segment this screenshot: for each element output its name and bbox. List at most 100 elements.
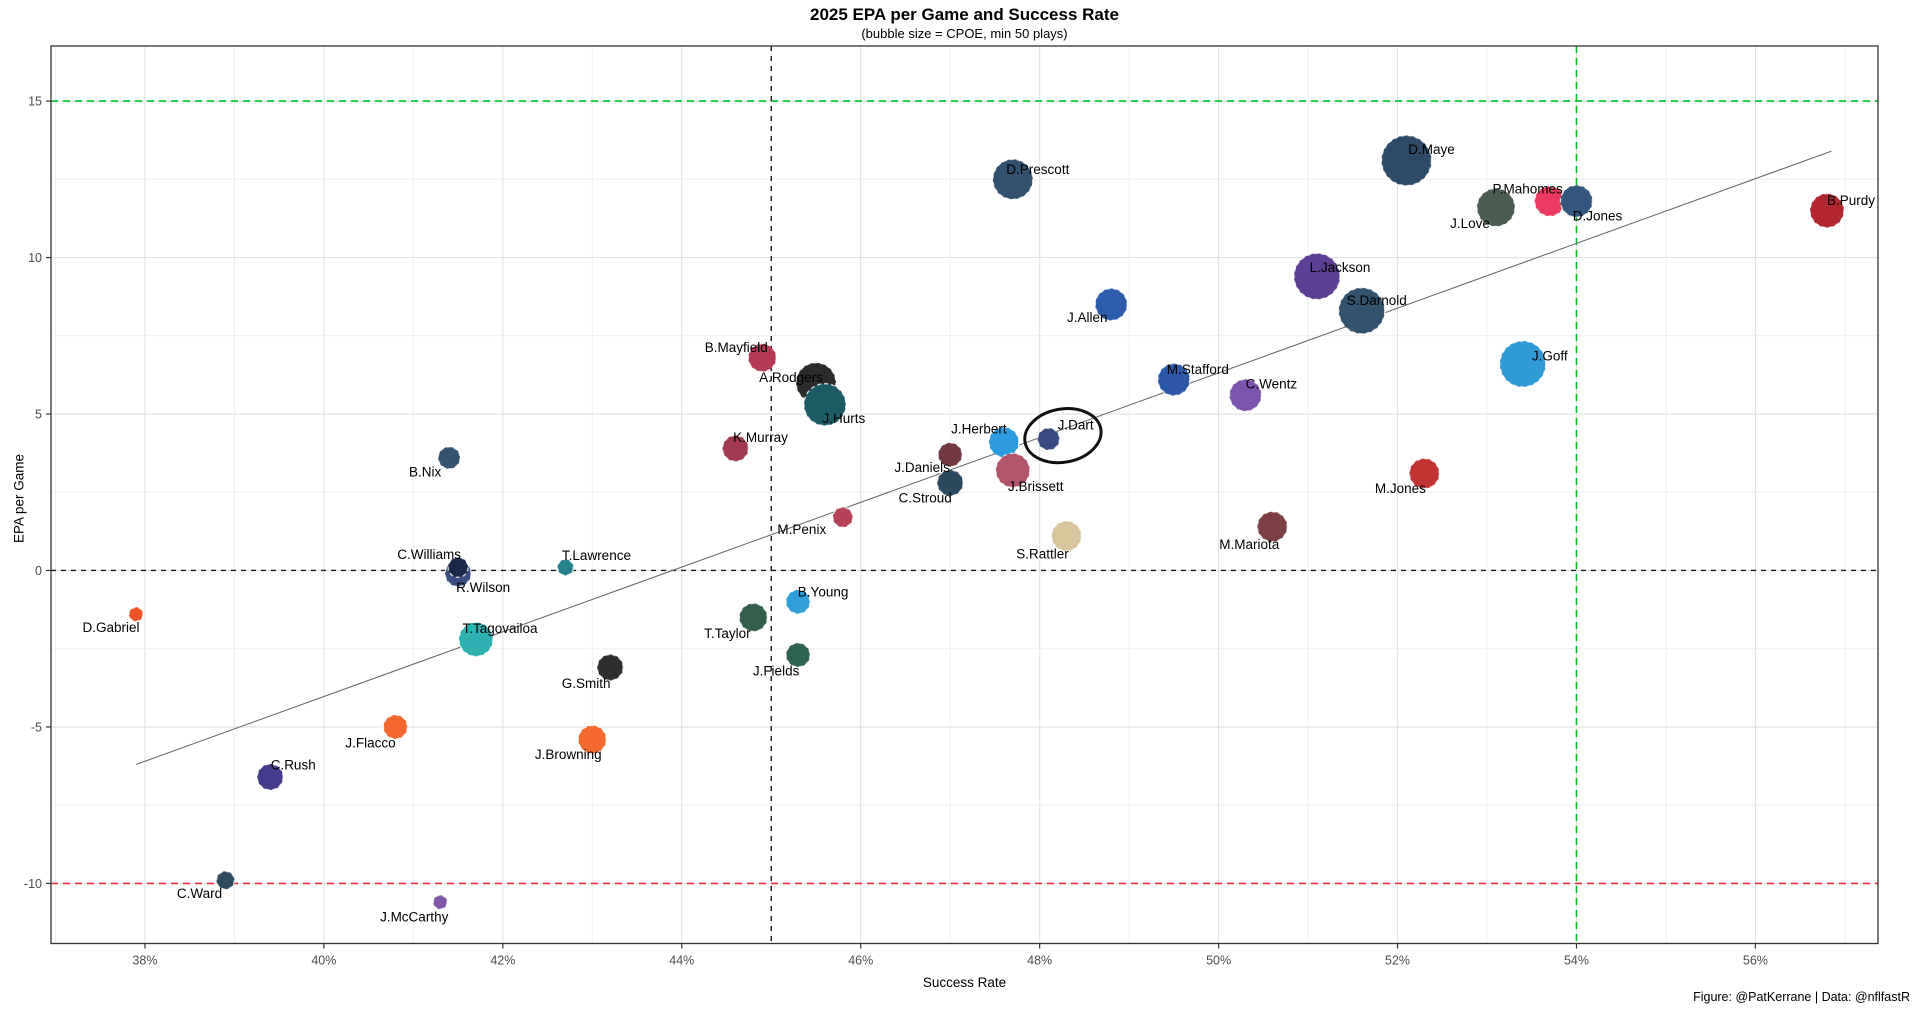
data-point-j-daniels: [937, 441, 963, 468]
data-point-s-darnold: [1338, 287, 1386, 335]
data-point-label-d-gabriel: D.Gabriel: [82, 620, 139, 635]
y-tick-label: 0: [35, 564, 42, 578]
data-point-label-d-prescott: D.Prescott: [1006, 162, 1069, 177]
data-point-b-nix: [437, 446, 461, 470]
data-point-j-flacco: [382, 714, 409, 740]
data-point-c-wentz: [1228, 378, 1263, 412]
data-point-d-gabriel: [128, 606, 144, 622]
y-tick-label: 10: [28, 251, 42, 265]
x-tick-label: 52%: [1385, 954, 1410, 968]
data-point-label-j-fields: J.Fields: [753, 663, 800, 678]
data-point-j-dart: [1036, 427, 1061, 451]
data-point-label-k-murray: K.Murray: [733, 430, 788, 445]
data-point-j-mccarthy: [432, 894, 448, 910]
data-point-d-jones: [1559, 184, 1594, 218]
data-point-label-c-williams: C.Williams: [397, 547, 461, 562]
x-tick-label: 40%: [311, 954, 336, 968]
data-point-b-mayfield: [747, 342, 777, 373]
data-point-label-j-browning: J.Browning: [535, 747, 602, 762]
data-point-label-j-allen: J.Allen: [1067, 310, 1108, 325]
data-point-label-j-herbert: J.Herbert: [951, 422, 1007, 437]
figure-credit-caption: Figure: @PatKerrane | Data: @nflfastR: [1693, 990, 1910, 1004]
data-point-j-brissett: [995, 452, 1031, 489]
trend-line: [135, 150, 1832, 766]
data-point-label-s-rattler: S.Rattler: [1016, 547, 1069, 562]
data-point-m-mariota: [1256, 510, 1288, 543]
data-point-label-j-hurts: J.Hurts: [823, 411, 866, 426]
data-point-m-jones: [1408, 457, 1441, 490]
x-tick-label: 46%: [848, 954, 873, 968]
y-tick-label: -10: [24, 877, 42, 891]
x-tick-label: 56%: [1743, 954, 1768, 968]
data-point-c-stroud: [936, 469, 964, 497]
x-tick-label: 50%: [1206, 954, 1231, 968]
data-point-label-b-young: B.Young: [798, 584, 849, 599]
data-point-label-j-daniels: J.Daniels: [894, 460, 950, 475]
data-point-label-c-rush: C.Rush: [271, 758, 316, 773]
plot-panel: [51, 46, 1878, 944]
x-tick-label: 38%: [132, 954, 157, 968]
highlight-ellipse-annotation: [1023, 407, 1103, 465]
x-axis-title: Success Rate: [922, 975, 1007, 990]
data-point-t-taylor: [738, 602, 769, 633]
y-tick-label: 5: [35, 408, 42, 422]
x-tick-label: 48%: [1027, 954, 1052, 968]
data-point-label-j-flacco: J.Flacco: [345, 735, 395, 750]
data-point-d-maye: [1380, 134, 1433, 187]
data-point-t-tagovailoa: [458, 621, 494, 658]
data-point-k-murray: [721, 434, 750, 463]
data-point-label-l-jackson: L.Jackson: [1310, 260, 1371, 275]
data-point-label-m-stafford: M.Stafford: [1167, 362, 1229, 377]
data-point-label-d-jones: D.Jones: [1573, 209, 1623, 224]
data-point-s-rattler: [1050, 520, 1083, 552]
data-point-label-b-nix: B.Nix: [409, 464, 442, 479]
data-point-label-s-darnold: S.Darnold: [1347, 293, 1407, 308]
data-point-label-c-wentz: C.Wentz: [1246, 377, 1298, 392]
chart-title: 2025 EPA per Game and Success Rate: [810, 5, 1119, 24]
x-tick-label: 54%: [1564, 954, 1589, 968]
data-point-d-prescott: [992, 158, 1034, 201]
data-point-j-hurts: [803, 382, 847, 427]
data-point-label-c-ward: C.Ward: [177, 886, 222, 901]
data-point-label-m-mariota: M.Mariota: [1219, 537, 1280, 552]
data-point-label-j-goff: J.Goff: [1532, 348, 1568, 363]
data-point-label-g-smith: G.Smith: [562, 676, 611, 691]
y-axis-title: EPA per Game: [11, 453, 27, 544]
data-point-label-b-purdy: B.Purdy: [1827, 193, 1875, 208]
data-point-m-penix: [832, 506, 854, 528]
data-point-label-j-dart: J.Dart: [1058, 418, 1094, 433]
data-point-label-a-rodgers: A.Rodgers: [759, 370, 823, 385]
x-tick-label: 44%: [669, 954, 694, 968]
data-point-j-allen: [1094, 287, 1128, 322]
data-point-c-rush: [256, 763, 284, 791]
data-point-l-jackson: [1293, 252, 1341, 301]
data-point-label-m-penix: M.Penix: [777, 522, 826, 537]
data-point-label-j-mccarthy: J.McCarthy: [380, 910, 449, 925]
data-point-label-j-brissett: J.Brissett: [1008, 479, 1064, 494]
x-tick-label: 42%: [490, 954, 515, 968]
data-point-label-t-lawrence: T.Lawrence: [562, 548, 631, 563]
chart-subtitle: (bubble size = CPOE, min 50 plays): [861, 26, 1068, 41]
data-point-label-t-tagovailoa: T.Tagovailoa: [462, 621, 538, 636]
data-point-b-purdy: [1809, 192, 1845, 229]
data-point-label-p-mahomes: P.Mahomes: [1492, 182, 1563, 197]
data-point-j-browning: [577, 724, 608, 755]
plot-border: [50, 45, 1879, 945]
y-tick-label: -5: [31, 720, 42, 734]
y-tick-label: 15: [28, 95, 42, 109]
data-point-j-goff: [1499, 340, 1547, 388]
data-point-label-t-taylor: T.Taylor: [704, 626, 751, 641]
data-point-b-young: [785, 589, 811, 615]
data-point-j-fields: [785, 642, 811, 668]
data-point-label-d-maye: D.Maye: [1408, 142, 1455, 157]
data-point-label-m-jones: M.Jones: [1375, 481, 1426, 496]
data-point-j-love: [1476, 187, 1516, 228]
data-point-label-j-love: J.Love: [1450, 216, 1490, 231]
data-point-label-c-stroud: C.Stroud: [899, 490, 952, 505]
data-point-m-stafford: [1157, 362, 1191, 397]
data-point-c-williams: [447, 556, 469, 579]
data-point-c-ward: [215, 870, 236, 890]
data-point-label-r-wilson: R.Wilson: [456, 580, 510, 595]
data-point-g-smith: [596, 653, 624, 682]
